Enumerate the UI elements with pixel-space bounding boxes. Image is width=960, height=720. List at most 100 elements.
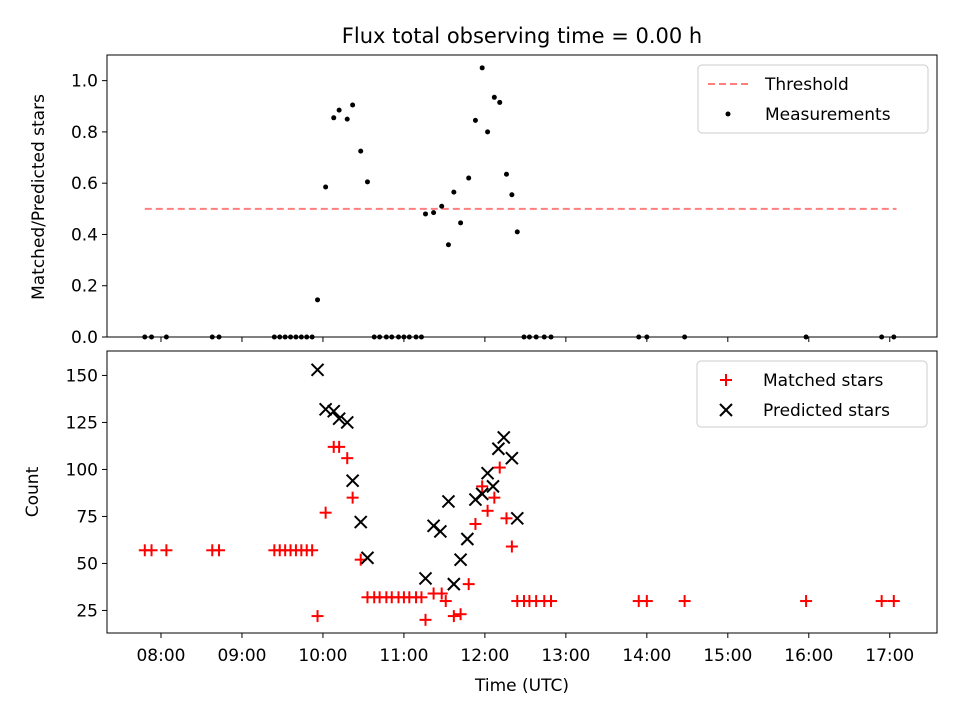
- measurement-point: [282, 334, 288, 340]
- measurement-point: [383, 334, 389, 340]
- measurement-point: [458, 220, 464, 226]
- measurement-point: [803, 334, 809, 340]
- measurement-point: [548, 334, 554, 340]
- measurement-point: [533, 334, 539, 340]
- matched-star-point: [505, 540, 518, 553]
- predicted-star-point: [310, 363, 325, 377]
- predicted-star-point: [345, 474, 360, 488]
- measurement-point: [298, 334, 304, 340]
- predicted-star-point: [447, 577, 461, 591]
- y-tick-label: 1.0: [71, 72, 98, 92]
- measurement-point: [377, 334, 383, 340]
- y-tick-label: 150: [66, 366, 98, 386]
- x-tick-label: 16:00: [784, 646, 833, 666]
- x-tick-label: 12:00: [460, 646, 509, 666]
- measurement-point: [401, 334, 407, 340]
- x-tick-label: 15:00: [703, 646, 752, 666]
- matched-star-point: [306, 544, 319, 557]
- y-tick-label: 125: [66, 413, 98, 433]
- matched-star-point: [145, 544, 158, 557]
- measurement-point: [323, 184, 329, 190]
- predicted-star-point: [360, 551, 375, 565]
- threshold-legend-label: Threshold: [764, 75, 849, 95]
- predicted-legend-swatch: [719, 403, 733, 417]
- measurement-point: [431, 210, 437, 216]
- predicted-star-point: [480, 466, 495, 480]
- matched-legend-label: Matched stars: [763, 371, 883, 391]
- predicted-star-point: [433, 524, 448, 539]
- matched-star-point: [419, 613, 432, 626]
- matched-star-point: [488, 491, 501, 504]
- predicted-star-point: [491, 442, 506, 456]
- measurement-point: [277, 334, 283, 340]
- y-tick-label: 0.0: [71, 328, 98, 348]
- measurement-point: [315, 297, 321, 303]
- measurement-point: [371, 334, 377, 340]
- bottom-x-ticks: 08:00 09:00 10:00 11:00 12:00 13:00 14:00 15:00…: [136, 633, 914, 666]
- measurement-point: [472, 117, 478, 123]
- matched-star-point: [333, 440, 346, 453]
- matched-star-point: [545, 595, 558, 608]
- matched-star-point: [887, 595, 900, 608]
- bottom-legend-box: [696, 360, 928, 428]
- measurement-point: [497, 99, 503, 105]
- measurement-point: [396, 334, 402, 340]
- measurement-point: [526, 334, 532, 340]
- measurement-point: [521, 334, 527, 340]
- measurement-point: [644, 334, 650, 340]
- matched-star-point: [160, 544, 173, 557]
- predicted-star-point: [486, 479, 500, 494]
- predicted-star-point: [510, 511, 524, 526]
- measurement-point: [413, 334, 419, 340]
- counts-layer: [138, 363, 900, 626]
- measurement-point: [479, 65, 485, 71]
- matched-star-point: [447, 610, 460, 623]
- top-x-ticks: [160, 337, 891, 342]
- predicted-star-point: [475, 487, 489, 501]
- predicted-star-point: [332, 411, 346, 426]
- x-tick-label: 13:00: [541, 646, 590, 666]
- measurement-point: [879, 334, 885, 340]
- predicted-star-point: [505, 451, 519, 465]
- measurement-point: [358, 148, 364, 154]
- predicted-star-point: [418, 571, 433, 586]
- measurement-point: [216, 334, 222, 340]
- matched-star-point: [213, 544, 226, 557]
- measurement-point: [344, 116, 350, 122]
- y-tick-label: 0.4: [71, 225, 98, 245]
- measurement-point: [389, 334, 395, 340]
- matched-star-point: [319, 506, 332, 519]
- x-axis-label: Time (UTC): [474, 676, 569, 696]
- x-tick-label: 09:00: [217, 646, 266, 666]
- matched-star-point: [800, 595, 813, 608]
- matched-star-point: [476, 480, 489, 493]
- chart-title: Flux total observing time = 0.00 h: [342, 24, 702, 48]
- matched-star-point: [435, 587, 448, 600]
- matched-star-point: [469, 517, 482, 530]
- measurement-point: [485, 129, 491, 135]
- x-tick-label: 11:00: [379, 646, 428, 666]
- top-plot: 0.0 0.2 0.4 0.6 0.8 1.0 Matched/Predicted sta…: [29, 54, 938, 348]
- matched-star-point: [875, 595, 888, 608]
- measurement-point: [350, 102, 356, 108]
- measurement-point: [336, 107, 342, 113]
- y-tick-label: 0.6: [71, 174, 98, 194]
- x-tick-label: 10:00: [298, 646, 347, 666]
- measurement-point: [451, 189, 457, 195]
- top-y-ticks: 0.0 0.2 0.4 0.6 0.8 1.0: [71, 72, 107, 348]
- measurement-point: [423, 211, 429, 217]
- y-tick-label: 75: [76, 507, 98, 527]
- measurement-point: [149, 334, 155, 340]
- x-tick-label: 14:00: [622, 646, 671, 666]
- bottom-plot: 25 50 75 100 125 150 08:00 09:00 10:00 11:00 12:0…: [23, 350, 938, 696]
- matched-star-point: [493, 461, 506, 474]
- measurement-point: [439, 203, 445, 209]
- predicted-star-point: [460, 532, 475, 546]
- top-legend: Threshold Measurements: [697, 64, 929, 134]
- measurements-legend-swatch: [725, 111, 731, 117]
- bottom-legend: Matched stars Predicted stars: [696, 360, 928, 428]
- bottom-y-ticks: 25 50 75 100 125 150: [66, 366, 107, 621]
- measurement-point: [163, 334, 169, 340]
- measurement-point: [491, 94, 497, 100]
- measurement-point: [142, 334, 148, 340]
